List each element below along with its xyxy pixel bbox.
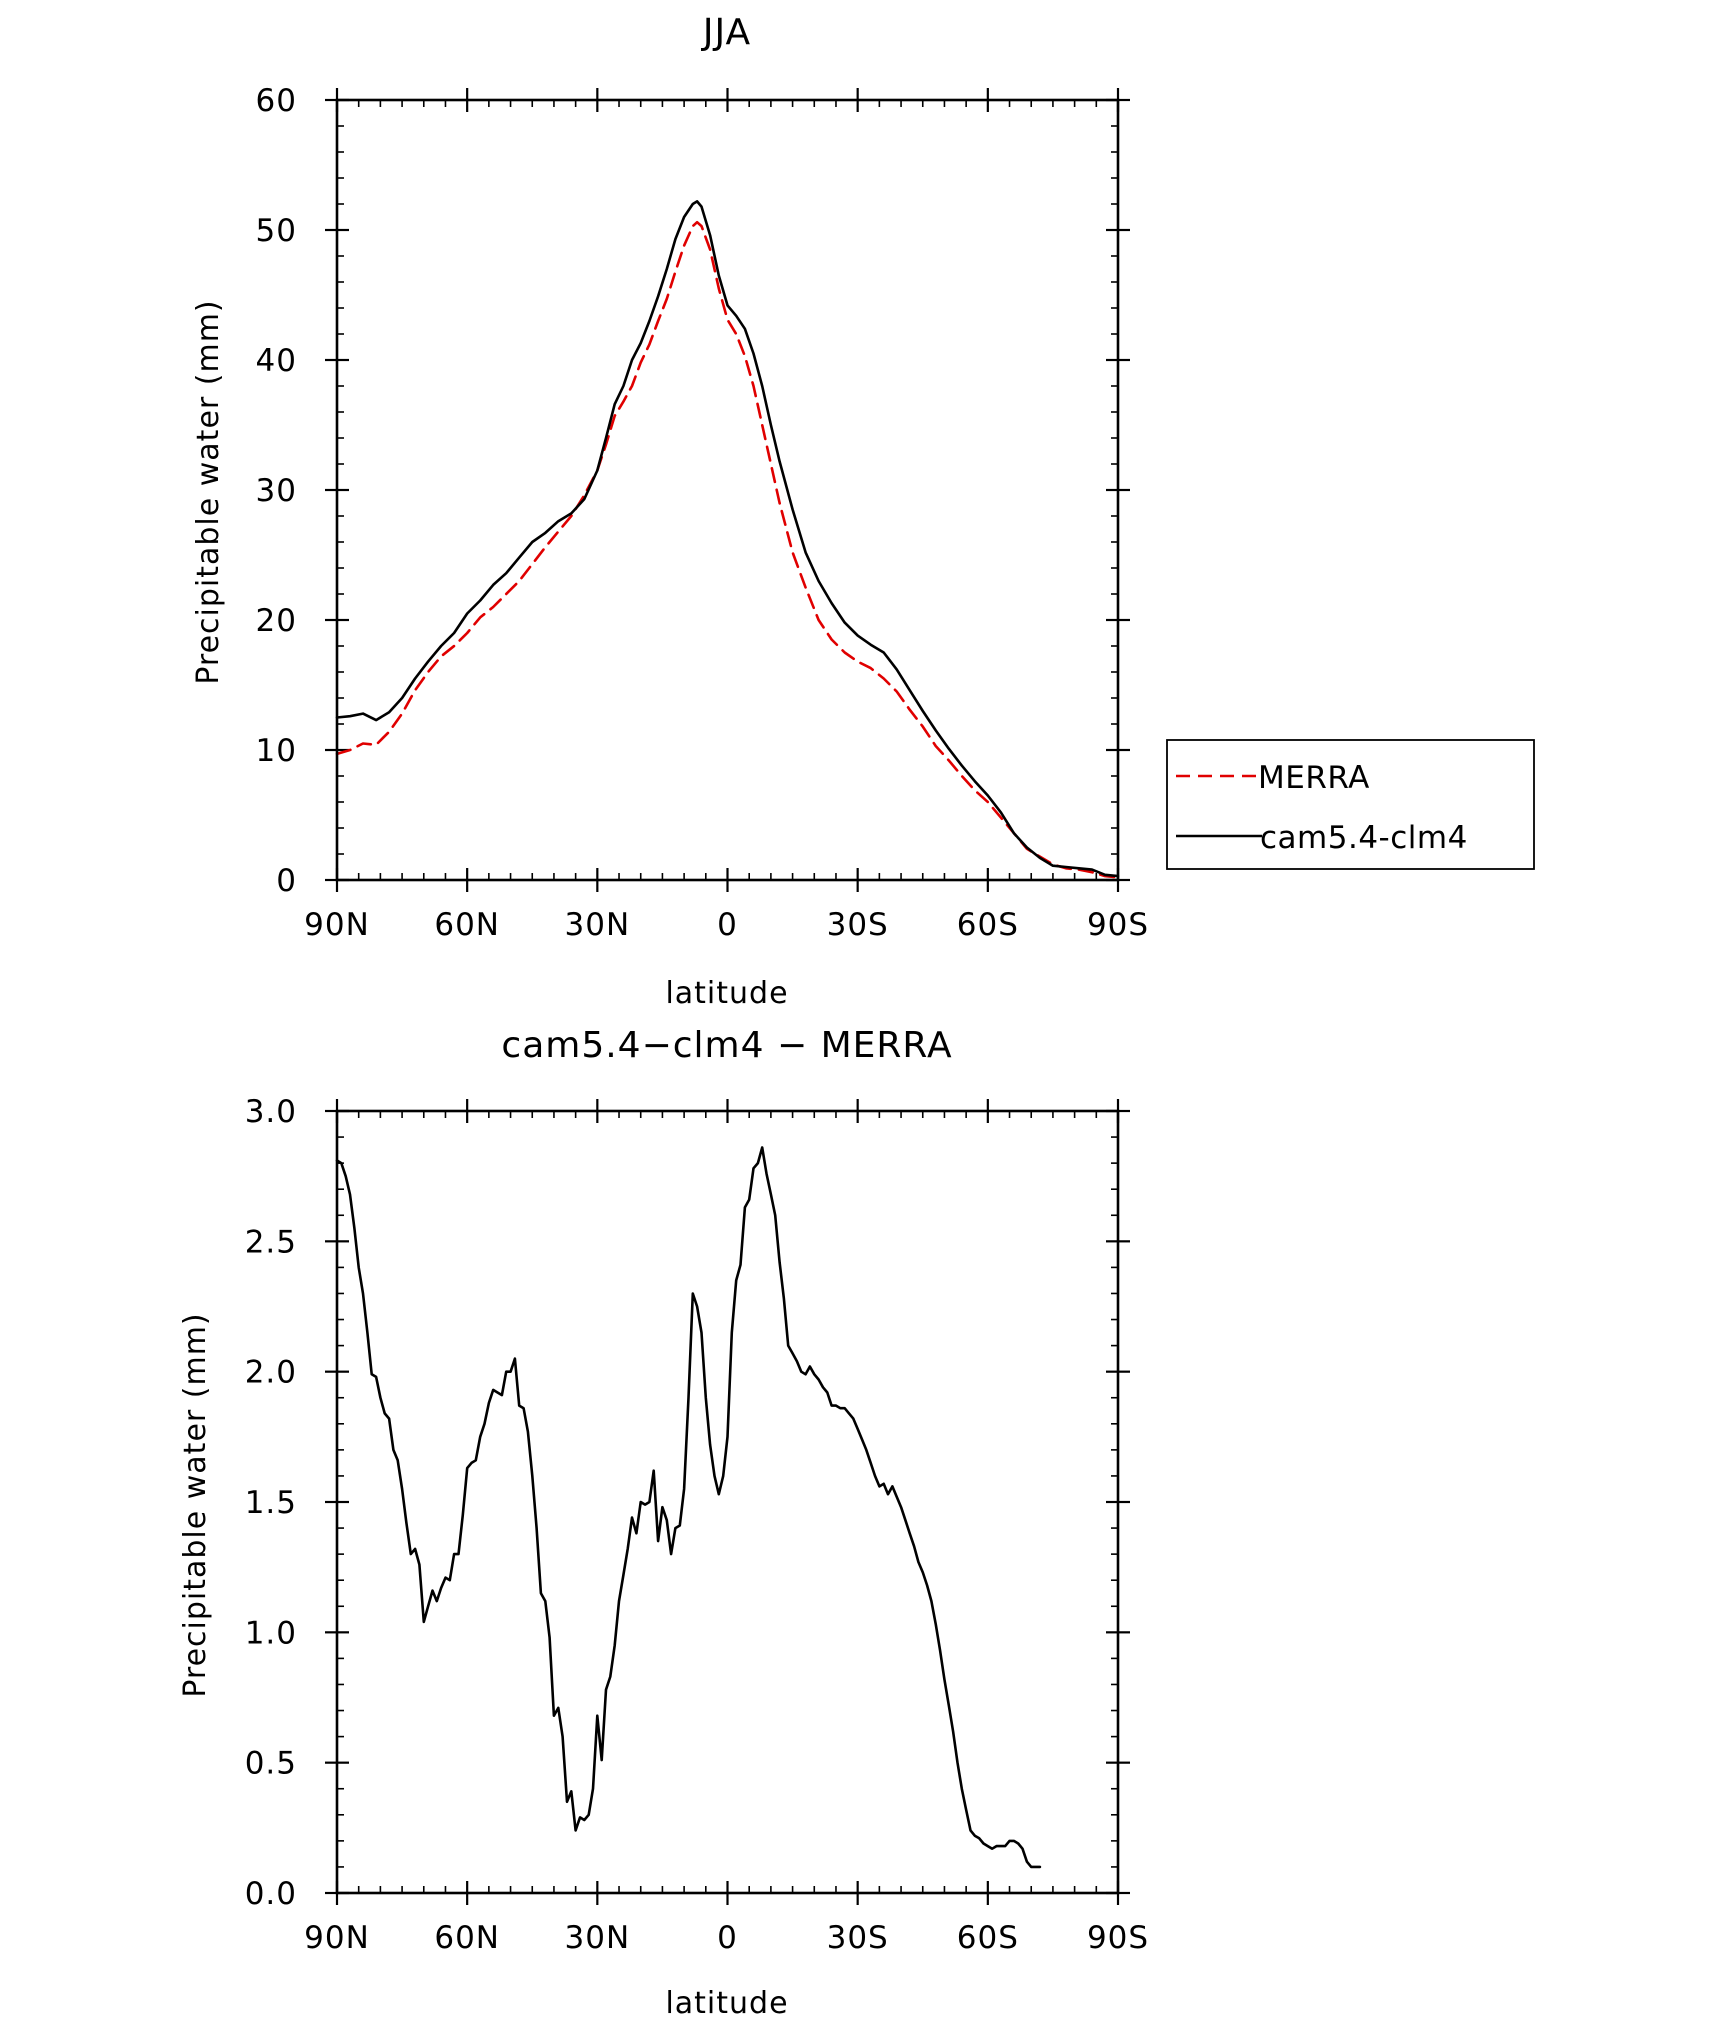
x-tick-label: 60S bbox=[957, 1920, 1019, 1956]
bottom-chart-title: cam5.4−clm4 − MERRA bbox=[501, 1025, 952, 1066]
bottom-x-axis-label: latitude bbox=[665, 1986, 788, 2021]
legend-label-cam: cam5.4-clm4 bbox=[1260, 820, 1468, 856]
x-tick-label: 60N bbox=[434, 1920, 500, 1956]
bottom-x-tick-labels: 90N 60N 30N 0 30S 60S 90S bbox=[304, 1920, 1149, 1956]
y-tick-label: 0 bbox=[276, 863, 297, 899]
series-line-merra bbox=[335, 220, 1120, 879]
top-y-axis-label: Precipitable water (mm) bbox=[191, 299, 226, 684]
x-tick-label: 90S bbox=[1087, 1920, 1149, 1956]
y-tick-label: 2.5 bbox=[245, 1224, 297, 1260]
legend-label-merra: MERRA bbox=[1258, 760, 1370, 796]
top-x-tick-labels: 90N 60N 30N 0 30S 60S 90S bbox=[304, 907, 1149, 943]
top-major-ticks bbox=[325, 88, 1130, 892]
y-tick-label: 50 bbox=[256, 213, 297, 249]
y-tick-label: 1.0 bbox=[245, 1615, 297, 1651]
top-chart-title: JJA bbox=[701, 12, 751, 53]
x-tick-label: 90N bbox=[304, 907, 370, 943]
series-line-diff-0 bbox=[335, 1146, 1042, 1869]
bottom-y-tick-labels: 0.0 0.5 1.0 1.5 2.0 2.5 3.0 bbox=[245, 1094, 297, 1912]
x-tick-label: 90S bbox=[1087, 907, 1149, 943]
top-minor-ticks bbox=[337, 100, 1118, 880]
x-tick-label: 30N bbox=[565, 907, 631, 943]
x-tick-label: 30S bbox=[827, 907, 889, 943]
x-tick-label: 30N bbox=[565, 1920, 631, 1956]
bottom-y-axis-label: Precipitable water (mm) bbox=[178, 1312, 213, 1697]
top-panel: JJA Precipitable water (mm) latitude 0 10… bbox=[191, 12, 1535, 1011]
top-y-tick-labels: 0 10 20 30 40 50 60 bbox=[256, 83, 297, 899]
x-tick-label: 60N bbox=[434, 907, 500, 943]
x-tick-label: 0 bbox=[717, 907, 738, 943]
bottom-panel: cam5.4−clm4 − MERRA Precipitable water (… bbox=[178, 1025, 1149, 2021]
y-tick-label: 0.0 bbox=[245, 1876, 297, 1912]
y-tick-label: 1.5 bbox=[245, 1485, 297, 1521]
x-tick-label: 90N bbox=[304, 1920, 370, 1956]
bottom-series bbox=[335, 1146, 1042, 1869]
x-tick-label: 30S bbox=[827, 1920, 889, 1956]
y-tick-label: 10 bbox=[256, 733, 297, 769]
top-series bbox=[335, 200, 1120, 879]
legend: MERRA cam5.4-clm4 bbox=[1166, 739, 1535, 870]
y-tick-label: 3.0 bbox=[245, 1094, 297, 1130]
bottom-plot-frame bbox=[335, 1109, 1120, 1895]
legend-box bbox=[1166, 739, 1535, 870]
y-tick-label: 2.0 bbox=[245, 1355, 297, 1391]
series-line-cam5-4-clm4 bbox=[335, 200, 1120, 878]
x-tick-label: 60S bbox=[957, 907, 1019, 943]
x-tick-label: 0 bbox=[717, 1920, 738, 1956]
y-tick-label: 20 bbox=[256, 603, 297, 639]
y-tick-label: 0.5 bbox=[245, 1746, 297, 1782]
y-tick-label: 30 bbox=[256, 473, 297, 509]
y-tick-label: 60 bbox=[256, 83, 297, 119]
bottom-major-ticks bbox=[325, 1099, 1130, 1905]
top-x-axis-label: latitude bbox=[665, 976, 788, 1011]
bottom-minor-ticks bbox=[337, 1111, 1118, 1893]
top-plot-frame bbox=[335, 98, 1120, 882]
y-tick-label: 40 bbox=[256, 343, 297, 379]
